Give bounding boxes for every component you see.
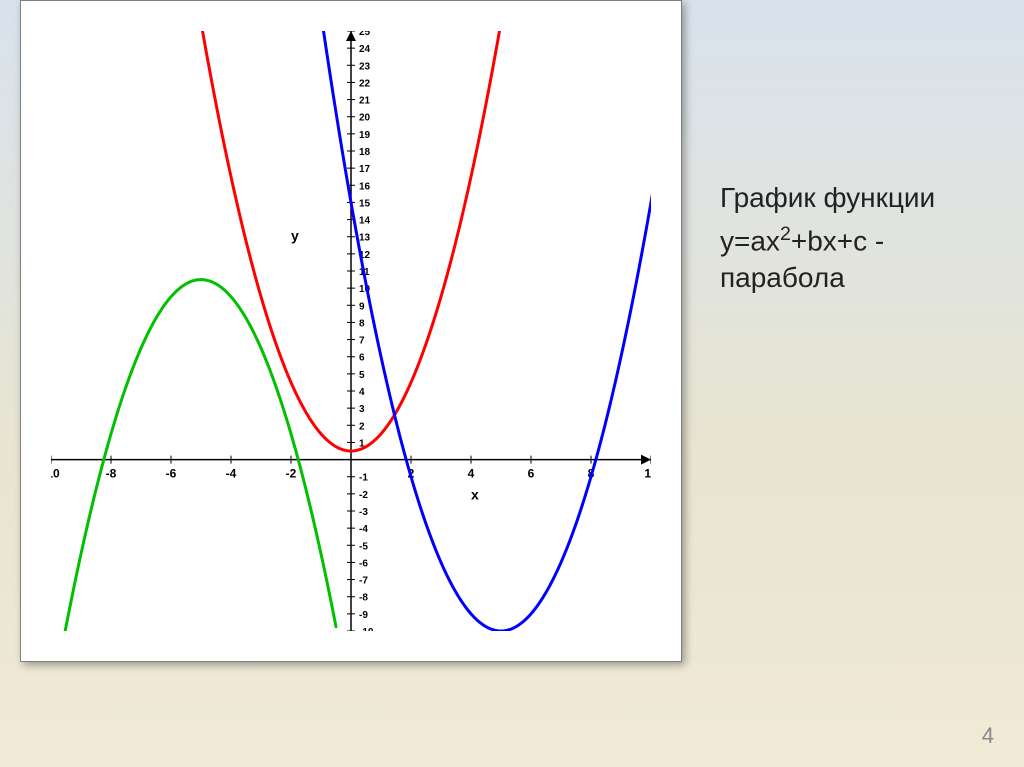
svg-text:-2: -2: [286, 467, 297, 481]
svg-text:15: 15: [359, 198, 371, 209]
caption-line-2: y=ax2+bx+c -: [720, 216, 1010, 260]
svg-text:5: 5: [359, 370, 365, 381]
svg-text:4: 4: [359, 387, 365, 398]
chart-plot-area: -10-8-6-4-2246810-10-9-8-7-6-5-4-3-2-112…: [51, 31, 651, 631]
svg-text:6: 6: [359, 353, 365, 364]
svg-text:14: 14: [359, 216, 371, 227]
svg-text:y: y: [291, 228, 299, 244]
svg-text:13: 13: [359, 233, 371, 244]
svg-text:-6: -6: [359, 558, 368, 569]
svg-text:-1: -1: [359, 473, 368, 484]
svg-text:-3: -3: [359, 507, 368, 518]
svg-text:9: 9: [359, 301, 365, 312]
svg-text:2: 2: [359, 421, 365, 432]
svg-text:6: 6: [528, 467, 535, 481]
svg-text:-7: -7: [359, 576, 368, 587]
svg-text:-4: -4: [359, 524, 368, 535]
svg-text:-8: -8: [106, 467, 117, 481]
chart-container: -10-8-6-4-2246810-10-9-8-7-6-5-4-3-2-112…: [20, 0, 682, 662]
svg-text:-10: -10: [51, 467, 60, 481]
svg-text:-6: -6: [166, 467, 177, 481]
svg-text:18: 18: [359, 147, 371, 158]
slide: -10-8-6-4-2246810-10-9-8-7-6-5-4-3-2-112…: [0, 0, 1024, 767]
svg-text:-4: -4: [226, 467, 237, 481]
caption-eq-post: +bx+c -: [791, 226, 884, 257]
svg-text:17: 17: [359, 164, 371, 175]
svg-text:20: 20: [359, 113, 371, 124]
svg-text:7: 7: [359, 336, 365, 347]
svg-text:-8: -8: [359, 593, 368, 604]
svg-text:22: 22: [359, 78, 371, 89]
caption-eq-sup: 2: [780, 223, 791, 245]
caption-text: График функции y=ax2+bx+c - парабола: [720, 180, 1010, 297]
svg-text:x: x: [471, 487, 479, 503]
svg-text:16: 16: [359, 181, 371, 192]
chart-svg: -10-8-6-4-2246810-10-9-8-7-6-5-4-3-2-112…: [51, 31, 651, 631]
svg-text:24: 24: [359, 44, 371, 55]
page-number: 4: [982, 723, 994, 749]
svg-text:-5: -5: [359, 541, 368, 552]
svg-text:-2: -2: [359, 490, 368, 501]
svg-text:-10: -10: [359, 627, 374, 631]
svg-text:-9: -9: [359, 610, 368, 621]
caption-line-3: парабола: [720, 260, 1010, 296]
svg-text:10: 10: [644, 467, 651, 481]
svg-text:23: 23: [359, 61, 371, 72]
svg-text:3: 3: [359, 404, 365, 415]
caption-eq-pre: y=ax: [720, 226, 780, 257]
svg-text:8: 8: [359, 318, 365, 329]
caption-line-1: График функции: [720, 180, 1010, 216]
svg-text:21: 21: [359, 96, 371, 107]
svg-text:25: 25: [359, 31, 371, 38]
svg-text:4: 4: [468, 467, 475, 481]
svg-text:19: 19: [359, 130, 371, 141]
